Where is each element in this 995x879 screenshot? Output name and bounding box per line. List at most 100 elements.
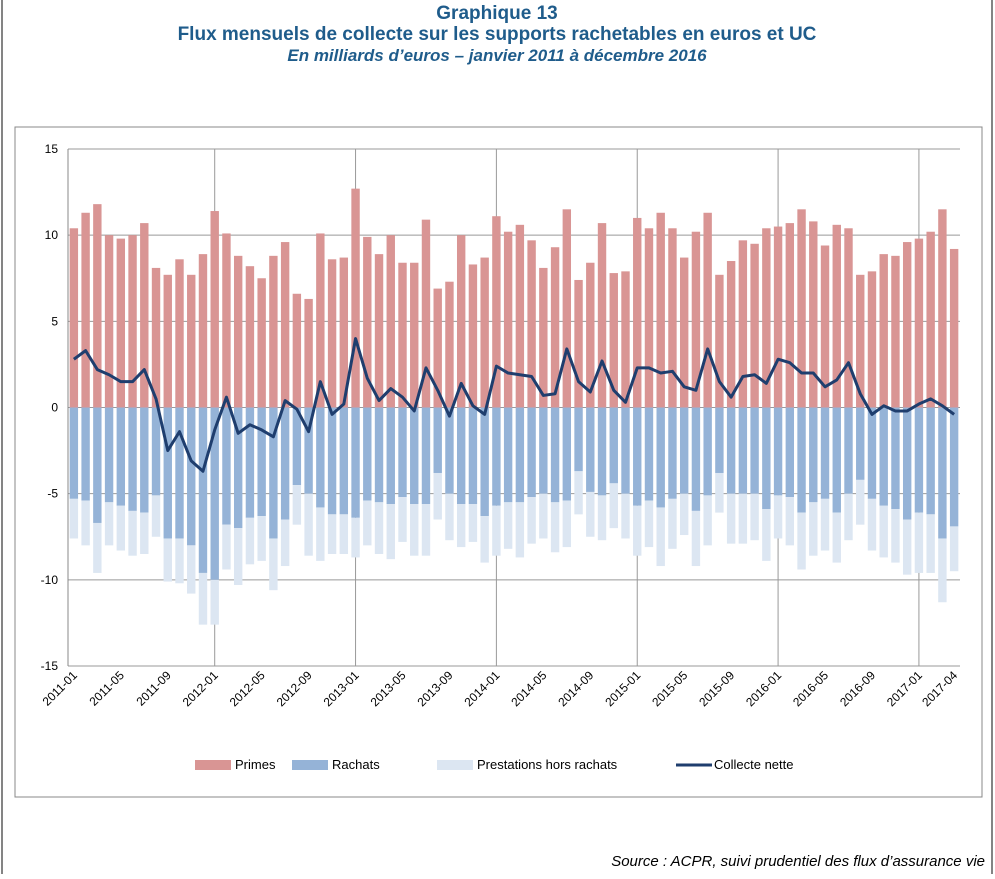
- bar: [644, 407, 654, 501]
- bar: [797, 209, 806, 408]
- bar: [715, 407, 724, 473]
- bar: [503, 407, 513, 503]
- bar: [773, 407, 783, 496]
- bar: [856, 407, 865, 480]
- x-tick-label: 2014-01: [461, 668, 502, 709]
- bar: [163, 407, 172, 539]
- bar: [762, 509, 771, 561]
- bar: [339, 514, 349, 554]
- bar: [562, 500, 572, 548]
- bar: [316, 507, 325, 561]
- bar: [844, 493, 853, 541]
- bar: [621, 407, 630, 494]
- bar: [914, 407, 924, 513]
- bar: [210, 407, 219, 580]
- bar: [222, 524, 231, 570]
- bar: [891, 509, 900, 563]
- y-tick-label: -5: [47, 487, 58, 501]
- bar: [891, 407, 900, 510]
- bar: [832, 224, 841, 408]
- bar: [797, 512, 806, 570]
- bar: [210, 211, 219, 408]
- bar: [128, 235, 137, 408]
- bar: [304, 407, 313, 494]
- bar: [668, 498, 677, 549]
- bar: [163, 274, 172, 408]
- bar: [233, 407, 243, 529]
- bar: [562, 407, 572, 501]
- bar: [715, 472, 724, 513]
- bar: [738, 407, 748, 494]
- bar: [339, 407, 349, 515]
- bar: [468, 407, 478, 505]
- bar: [198, 407, 208, 573]
- bar: [116, 238, 126, 408]
- x-tick-label: 2013-01: [321, 668, 362, 709]
- x-tick-label: 2011-09: [133, 668, 174, 709]
- bar: [175, 538, 184, 584]
- bar: [515, 224, 525, 408]
- bar: [93, 204, 102, 408]
- bar: [703, 407, 712, 496]
- bar: [785, 407, 795, 498]
- bar: [832, 512, 841, 563]
- bar: [304, 493, 313, 556]
- bar: [726, 493, 736, 544]
- bar: [128, 407, 137, 511]
- bar: [492, 407, 501, 506]
- legend-swatch: [437, 760, 473, 770]
- bar: [856, 274, 865, 408]
- bar: [104, 407, 114, 503]
- bar: [938, 538, 947, 603]
- bar: [233, 528, 243, 586]
- bar: [703, 495, 712, 546]
- bar: [679, 407, 689, 494]
- bar: [586, 491, 595, 537]
- bar: [410, 504, 419, 556]
- y-tick-label: 15: [45, 142, 59, 156]
- bar: [445, 281, 454, 408]
- bar: [398, 407, 407, 498]
- bar: [938, 209, 947, 408]
- bar: [363, 236, 372, 408]
- bar: [480, 407, 489, 517]
- legend-label: Collecte nette: [714, 757, 794, 772]
- bar: [492, 216, 501, 408]
- x-tick-label: 2012-09: [274, 668, 315, 709]
- bar: [621, 493, 630, 539]
- bar: [679, 257, 689, 408]
- x-tick-label: 2016-01: [743, 668, 784, 709]
- bar: [233, 255, 243, 408]
- bar: [879, 254, 888, 408]
- bar: [280, 407, 290, 520]
- bar: [198, 572, 208, 625]
- bar: [222, 407, 231, 525]
- bar: [187, 407, 196, 546]
- bar: [633, 407, 642, 506]
- bar: [856, 479, 865, 525]
- chart-title: Flux mensuels de collecte sur les suppor…: [178, 24, 817, 45]
- bar: [914, 238, 924, 408]
- chart-heading: Graphique 13: [436, 3, 557, 24]
- bar: [69, 407, 79, 499]
- bar: [738, 493, 748, 544]
- bar: [668, 407, 677, 499]
- bar: [374, 502, 384, 554]
- bar: [550, 502, 560, 553]
- bar: [280, 242, 290, 408]
- bar: [433, 472, 442, 520]
- bar: [539, 493, 548, 539]
- bar: [386, 235, 395, 408]
- x-tick-label: 2017-04: [919, 668, 960, 709]
- bar: [597, 223, 607, 408]
- bar: [351, 188, 360, 408]
- bar: [456, 235, 466, 408]
- bar: [421, 219, 431, 408]
- bar: [832, 407, 841, 513]
- bar: [550, 247, 560, 408]
- bar: [609, 273, 618, 408]
- bar: [210, 579, 219, 625]
- bar: [644, 500, 654, 548]
- legend-label: Rachats: [332, 757, 380, 772]
